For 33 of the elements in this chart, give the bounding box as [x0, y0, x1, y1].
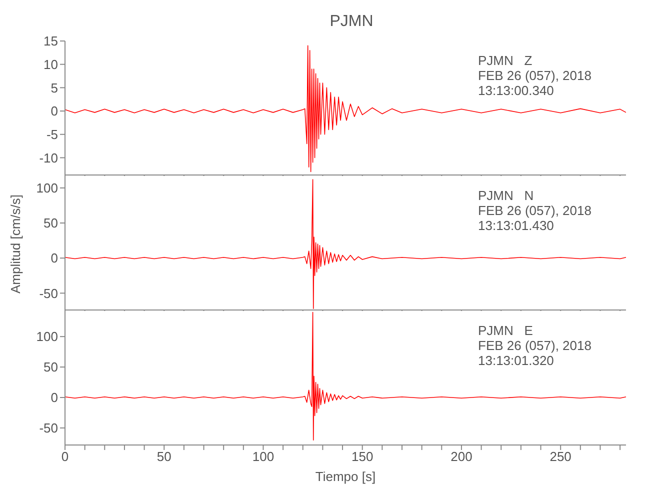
y-tick-label: 100	[36, 329, 58, 344]
y-axis-title: Amplitud [cm/s/s]	[8, 194, 24, 293]
x-tick-label: 100	[252, 449, 274, 464]
line-series	[65, 45, 626, 172]
y-tick-label: -10	[39, 150, 58, 166]
y-tick-label: 50	[44, 360, 58, 375]
y-tick-label: -5	[46, 126, 58, 142]
x-tick-label: 150	[352, 449, 374, 464]
annotation: FEB 26 (057), 2018	[478, 338, 592, 353]
y-tick-label: 5	[50, 80, 58, 96]
chart-title: PJMN	[328, 12, 374, 32]
y-tick-label: 0	[50, 250, 58, 266]
x-tick-label: 50	[156, 449, 172, 464]
y-tick-label: 15	[44, 34, 58, 49]
annotation: FEB 26 (057), 2018	[478, 68, 592, 83]
y-tick-label: 100	[36, 180, 58, 196]
y-tick-label: 50	[44, 216, 58, 231]
x-tick-label: 200	[450, 449, 472, 464]
annotation: FEB 26 (057), 2018	[478, 203, 592, 218]
annotation: 13:13:01.320	[478, 353, 555, 368]
x-axis-title: Tiempo [s]	[314, 469, 377, 485]
annotation: 13:13:01.430	[478, 218, 555, 233]
annotation: 13:13:00.340	[478, 83, 555, 98]
annotation: PJMN E	[478, 323, 534, 338]
annotation: PJMN N	[478, 188, 535, 203]
annotation: PJMN Z	[478, 53, 534, 68]
y-tick-label: 0	[50, 390, 58, 406]
y-tick-label: 10	[44, 56, 58, 72]
x-tick-label: 250	[550, 449, 572, 464]
x-tick-label: 0	[61, 449, 69, 464]
y-tick-label: 0	[50, 104, 58, 119]
y-tick-label: -50	[39, 420, 58, 436]
y-tick-label: -50	[39, 286, 58, 301]
